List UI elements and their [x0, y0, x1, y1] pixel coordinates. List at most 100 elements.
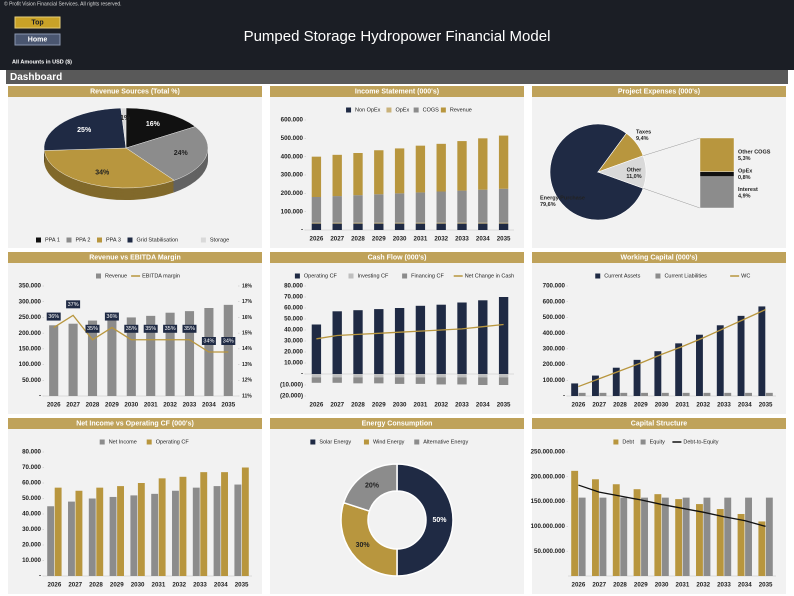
bar [415, 305, 426, 374]
y-tick-label: - [39, 393, 41, 400]
bar [117, 486, 124, 576]
y-tick-label: 400.000 [281, 153, 304, 160]
bar [478, 374, 488, 378]
breakdown-value: 5,3% [738, 156, 751, 162]
legend-label: PPA 3 [106, 237, 121, 243]
legend-swatch [348, 273, 354, 279]
breakdown-category: Interest [738, 187, 758, 193]
bar [374, 150, 384, 195]
top-button[interactable] [14, 16, 61, 29]
panel-title: Energy Consumption [362, 421, 433, 428]
y-tick-label: 60.000 [22, 480, 41, 487]
bar [457, 302, 467, 374]
breakdown-segment [699, 137, 735, 172]
bar [223, 304, 233, 396]
bar [737, 514, 745, 576]
pie-value: 11,0% [626, 174, 641, 180]
pie-value: 9,4% [636, 136, 649, 142]
page-title: Pumped Storage Hydropower Financial Mode… [244, 28, 551, 45]
legend-label: Storage [210, 237, 229, 243]
panel-title-bar [8, 418, 262, 429]
panel-title: Net Income vs Operating CF (000's) [76, 421, 194, 428]
y-tick-label: 50.000 [284, 316, 303, 323]
data-label-box [221, 337, 236, 345]
bar [571, 383, 579, 396]
bar [311, 197, 322, 223]
line [578, 484, 766, 528]
x-tick-label: 2033 [193, 582, 207, 589]
legend-swatch [440, 107, 446, 113]
y-tick-label: 300.000 [19, 298, 42, 305]
x-tick-label: 2033 [717, 582, 731, 589]
bar [620, 497, 628, 576]
bar [436, 304, 446, 374]
section-label: Dashboard [10, 72, 62, 83]
bar [394, 222, 405, 224]
panel-title: Income Statement (000's) [355, 89, 439, 96]
y-tick-label: 100.000 [281, 208, 304, 215]
y-tick-label: 20.000 [284, 349, 303, 356]
bar [332, 377, 342, 383]
x-tick-label: 2028 [613, 582, 627, 589]
bar [478, 377, 488, 385]
bar [498, 223, 509, 230]
legend-label: Revenue [450, 107, 472, 113]
x-tick-label: 2032 [172, 582, 186, 589]
legend-label: COGS [423, 107, 440, 113]
bar [633, 489, 641, 576]
bar [151, 493, 159, 576]
y-tick-label: 250.000 [19, 314, 42, 321]
legend-label: Wind Energy [373, 439, 405, 445]
bar [374, 194, 384, 223]
legend-label: Current Liabilities [664, 273, 707, 279]
data-label: 36% [48, 314, 59, 320]
bar [592, 479, 599, 576]
home-button-label[interactable]: Home [28, 36, 48, 43]
bar [353, 195, 363, 223]
x-tick-label: 2028 [613, 402, 627, 409]
legend-label: Current Assets [604, 273, 640, 279]
pie-category: Taxes [636, 129, 651, 135]
y-tick-label: 50.000.000 [534, 548, 566, 555]
x-tick-label: 2034 [476, 402, 490, 409]
y-tick-label: 100.000 [19, 361, 42, 368]
bar [737, 315, 745, 396]
x-tick-label: 2030 [124, 402, 138, 409]
bar [353, 153, 363, 196]
bar [394, 148, 405, 194]
bar [311, 223, 322, 230]
y-tick-label: 500.000 [281, 135, 304, 142]
pie-slice [125, 107, 196, 149]
data-label-box [104, 312, 119, 321]
legend-label: Alternative Energy [423, 439, 468, 445]
bar [221, 472, 228, 576]
bar [478, 189, 488, 223]
legend-swatch [310, 439, 316, 445]
legend-label: Net Income [109, 439, 137, 445]
bar [394, 308, 405, 374]
x-tick-label: 2026 [310, 402, 324, 409]
home-button[interactable] [14, 33, 61, 46]
bar [332, 374, 342, 378]
bar [88, 498, 96, 576]
bar [311, 156, 322, 197]
data-label: 34% [203, 338, 214, 344]
bar [415, 222, 426, 224]
bar [415, 223, 426, 230]
bar [716, 509, 724, 576]
y-tick-label: 300.000 [543, 345, 566, 352]
x-tick-label: 2027 [66, 402, 80, 409]
y-tick-label: 200.000.000 [531, 473, 566, 480]
pie-slice [43, 107, 127, 151]
x-tick-label: 2034 [214, 582, 228, 589]
line [53, 314, 229, 353]
y-tick-label: 50.000 [22, 495, 41, 502]
legend-swatch [640, 439, 646, 445]
bar [353, 223, 363, 230]
x-tick-label: 2029 [372, 236, 386, 243]
y-tick-label: 70.000 [22, 464, 41, 471]
top-button-label[interactable]: Top [31, 19, 43, 26]
x-tick-label: 2033 [455, 402, 469, 409]
bar [107, 319, 117, 396]
bar [641, 497, 648, 576]
